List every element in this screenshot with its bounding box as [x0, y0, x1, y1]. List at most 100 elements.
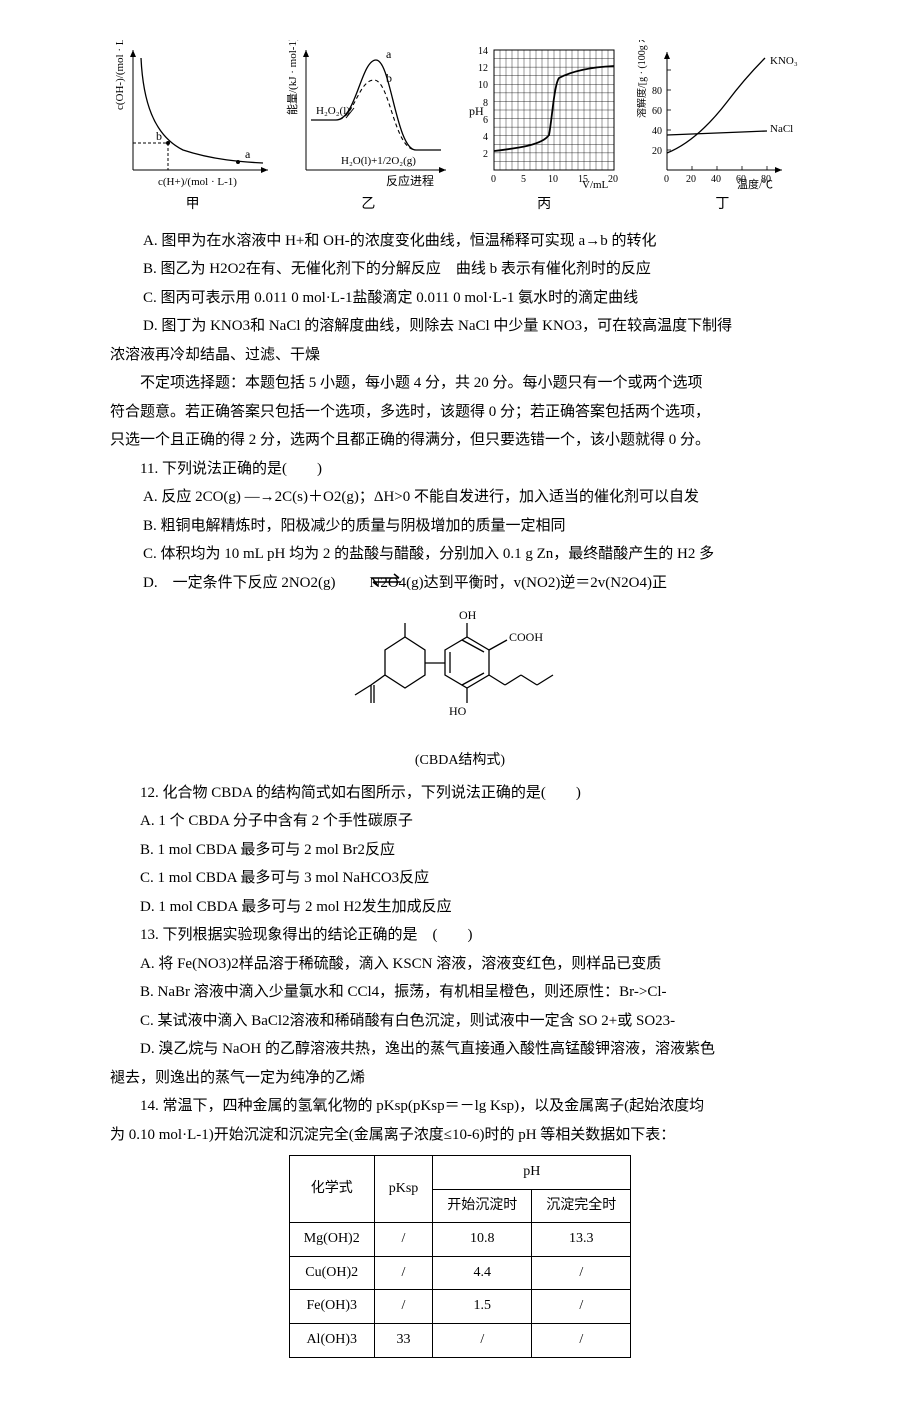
cbda-structure-svg: OH COOH HO	[345, 605, 575, 735]
q12-option-c: C. 1 mol CBDA 最多可与 3 mol NaHCO3反应	[110, 864, 810, 893]
svg-text:20: 20	[652, 146, 662, 157]
cell: Al(OH)3	[289, 1323, 374, 1357]
table-row: Mg(OH)2 / 10.8 13.3	[289, 1223, 631, 1257]
chart-bing-svg: 141210 8642 05101520 pH V/mL	[464, 40, 624, 190]
q14-stem-line1: 14. 常温下，四种金属的氢氧化物的 pKsp(pKsp＝－lg Ksp)，以及…	[110, 1092, 810, 1121]
cell: /	[532, 1256, 631, 1290]
table-header-row1: 化学式 pKsp pH	[289, 1156, 631, 1190]
q14-stem-line2: 为 0.10 mol·L-1)开始沉淀和沉淀完全(金属离子浓度≤10-6)时的 …	[110, 1121, 810, 1150]
charts-row: a b c(OH-)/(mol · L-1) c(H+)/(mol · L-1)…	[110, 40, 810, 219]
q11-c-text: 体积均为 10 mL pH 均为 2 的盐酸与醋酸，分别加入 0.1 g Zn，…	[161, 546, 715, 562]
svg-text:20: 20	[686, 174, 696, 185]
chart-ding-svg: KNO₃ NaCl 20406080 020406080 溶解度/[g · (1…	[637, 40, 807, 190]
col-pksp: pKsp	[374, 1156, 433, 1223]
equilibrium-arrow-icon	[336, 569, 370, 598]
svg-text:60: 60	[652, 106, 662, 117]
table-row: Al(OH)3 33 / /	[289, 1323, 631, 1357]
chart-jia-svg: a b c(OH-)/(mol · L-1) c(H+)/(mol · L-1)	[113, 40, 273, 190]
q10-option-a: A. 图甲为在水溶液中 H+和 OH-的浓度变化曲线，恒温稀释可实现 a→b 的…	[110, 227, 810, 256]
cbda-structure: OH COOH HO	[110, 605, 810, 746]
cell: 4.4	[433, 1256, 532, 1290]
table-row: Cu(OH)2 / 4.4 /	[289, 1256, 631, 1290]
q12-stem: 12. 化合物 CBDA 的结构简式如右图所示，下列说法正确的是( )	[110, 779, 810, 808]
chart-bing-caption: 丙	[537, 192, 551, 219]
svg-text:8: 8	[483, 98, 488, 109]
chart-ding: KNO₃ NaCl 20406080 020406080 溶解度/[g · (1…	[637, 40, 807, 219]
q13-option-d-cont: 褪去，则逸出的蒸气一定为纯净的乙烯	[110, 1064, 810, 1093]
q14-table: 化学式 pKsp pH 开始沉淀时 沉淀完全时 Mg(OH)2 / 10.8 1…	[289, 1155, 632, 1358]
chart-ding-caption: 丁	[715, 192, 729, 219]
instructions-line2: 符合题意。若正确答案只包括一个选项，多选时，该题得 0 分；若正确答案包括两个选…	[110, 398, 810, 427]
q11-a-text: 反应 2CO(g) —→2C(s)＋O2(g)；ΔH>0 不能自发进行，加入适当…	[161, 489, 699, 505]
svg-text:5: 5	[521, 174, 526, 185]
svg-text:0: 0	[491, 174, 496, 185]
cell: Cu(OH)2	[289, 1256, 374, 1290]
q12-option-b: B. 1 mol CBDA 最多可与 2 mol Br2反应	[110, 836, 810, 865]
svg-text:HO: HO	[449, 704, 467, 718]
q11-option-a: A. 反应 2CO(g) —→2C(s)＋O2(g)；ΔH>0 不能自发进行，加…	[110, 483, 810, 512]
q13-option-a: A. 将 Fe(NO3)2样品溶于稀硫酸，滴入 KSCN 溶液，溶液变红色，则样…	[110, 950, 810, 979]
q11-stem: 11. 下列说法正确的是( )	[110, 455, 810, 484]
svg-text:H₂O(l)+1/2O₂(g): H₂O(l)+1/2O₂(g)	[341, 155, 416, 167]
svg-text:4: 4	[483, 132, 488, 143]
q11-b-text: 粗铜电解精炼时，阳极减少的质量与阴极增加的质量一定相同	[161, 518, 566, 534]
q13-option-d: D. 溴乙烷与 NaOH 的乙醇溶液共热，逸出的蒸气直接通入酸性高锰酸钾溶液，溶…	[110, 1035, 810, 1064]
cell: /	[374, 1290, 433, 1324]
col-start: 开始沉淀时	[433, 1189, 532, 1223]
svg-text:H₂O₂(l): H₂O₂(l)	[316, 105, 350, 117]
q11-option-b: B. 粗铜电解精炼时，阳极减少的质量与阴极增加的质量一定相同	[110, 512, 810, 541]
chart-bing: 141210 8642 05101520 pH V/mL 丙	[464, 40, 624, 219]
svg-text:温度/℃: 温度/℃	[737, 177, 773, 190]
instructions-line1: 不定项选择题：本题包括 5 小题，每小题 4 分，共 20 分。每小题只有一个或…	[110, 369, 810, 398]
chart-jia-caption: 甲	[186, 192, 200, 219]
cbda-caption: (CBDA结构式)	[110, 748, 810, 775]
table-row: Fe(OH)3 / 1.5 /	[289, 1290, 631, 1324]
q11-d-post: N2O4(g)达到平衡时，v(NO2)逆＝2v(N2O4)正	[370, 575, 667, 591]
svg-text:b: b	[386, 71, 392, 85]
chart-yi: a b H₂O₂(l) H₂O(l)+1/2O₂(g) 能量/(kJ · mol…	[286, 40, 451, 219]
cell: /	[433, 1323, 532, 1357]
col-formula: 化学式	[289, 1156, 374, 1223]
svg-text:能量/(kJ · mol-1): 能量/(kJ · mol-1)	[286, 40, 299, 115]
q10-d-text1: 图丁为 KNO3和 NaCl 的溶解度曲线，则除去 NaCl 中少量 KNO3，…	[161, 318, 732, 334]
cell: 1.5	[433, 1290, 532, 1324]
svg-text:40: 40	[652, 126, 662, 137]
q10-a-text: 图甲为在水溶液中 H+和 OH-的浓度变化曲线，恒温稀释可实现 a→b 的转化	[161, 233, 656, 249]
svg-text:80: 80	[652, 86, 662, 97]
q12-option-a: A. 1 个 CBDA 分子中含有 2 个手性碳原子	[110, 807, 810, 836]
chart-jia: a b c(OH-)/(mol · L-1) c(H+)/(mol · L-1)…	[113, 40, 273, 219]
instructions-line3: 只选一个且正确的得 2 分，选两个且都正确的得满分，但只要选错一个，该小题就得 …	[110, 426, 810, 455]
svg-text:NaCl: NaCl	[770, 123, 793, 135]
svg-text:6: 6	[483, 115, 488, 126]
q11-option-d: D. 一定条件下反应 2NO2(g)N2O4(g)达到平衡时，v(NO2)逆＝2…	[110, 569, 810, 598]
q10-option-d: D. 图丁为 KNO3和 NaCl 的溶解度曲线，则除去 NaCl 中少量 KN…	[110, 312, 810, 341]
svg-text:V/mL: V/mL	[582, 179, 609, 190]
cell: 33	[374, 1323, 433, 1357]
svg-text:20: 20	[608, 174, 618, 185]
svg-text:12: 12	[478, 63, 488, 74]
svg-text:c(H+)/(mol · L-1): c(H+)/(mol · L-1)	[158, 176, 237, 188]
svg-text:溶解度/[g · (100g 水)-1]: 溶解度/[g · (100g 水)-1]	[637, 40, 648, 118]
svg-text:c(OH-)/(mol · L-1): c(OH-)/(mol · L-1)	[114, 40, 126, 110]
svg-text:COOH: COOH	[509, 630, 543, 644]
svg-text:OH: OH	[459, 608, 477, 622]
q11-option-c: C. 体积均为 10 mL pH 均为 2 的盐酸与醋酸，分别加入 0.1 g …	[110, 540, 810, 569]
svg-text:0: 0	[664, 174, 669, 185]
cell: /	[532, 1323, 631, 1357]
svg-text:pH: pH	[469, 104, 484, 118]
col-complete: 沉淀完全时	[532, 1189, 631, 1223]
chart-yi-caption: 乙	[361, 192, 375, 219]
svg-text:40: 40	[711, 174, 721, 185]
cell: /	[374, 1256, 433, 1290]
svg-text:14: 14	[478, 46, 488, 57]
svg-text:10: 10	[478, 80, 488, 91]
cell: Mg(OH)2	[289, 1223, 374, 1257]
cell: 10.8	[433, 1223, 532, 1257]
cell: Fe(OH)3	[289, 1290, 374, 1324]
q10-option-b: B. 图乙为 H2O2在有、无催化剂下的分解反应 曲线 b 表示有催化剂时的反应	[110, 255, 810, 284]
q10-b-text: 图乙为 H2O2在有、无催化剂下的分解反应 曲线 b 表示有催化剂时的反应	[161, 261, 651, 277]
q13-option-c: C. 某试液中滴入 BaCl2溶液和稀硝酸有白色沉淀，则试液中一定含 SO 2+…	[110, 1007, 810, 1036]
svg-text:反应进程: 反应进程	[386, 173, 434, 188]
q10-option-c: C. 图丙可表示用 0.011 0 mol·L-1盐酸滴定 0.011 0 mo…	[110, 284, 810, 313]
q10-option-d-cont: 浓溶液再冷却结晶、过滤、干燥	[110, 341, 810, 370]
